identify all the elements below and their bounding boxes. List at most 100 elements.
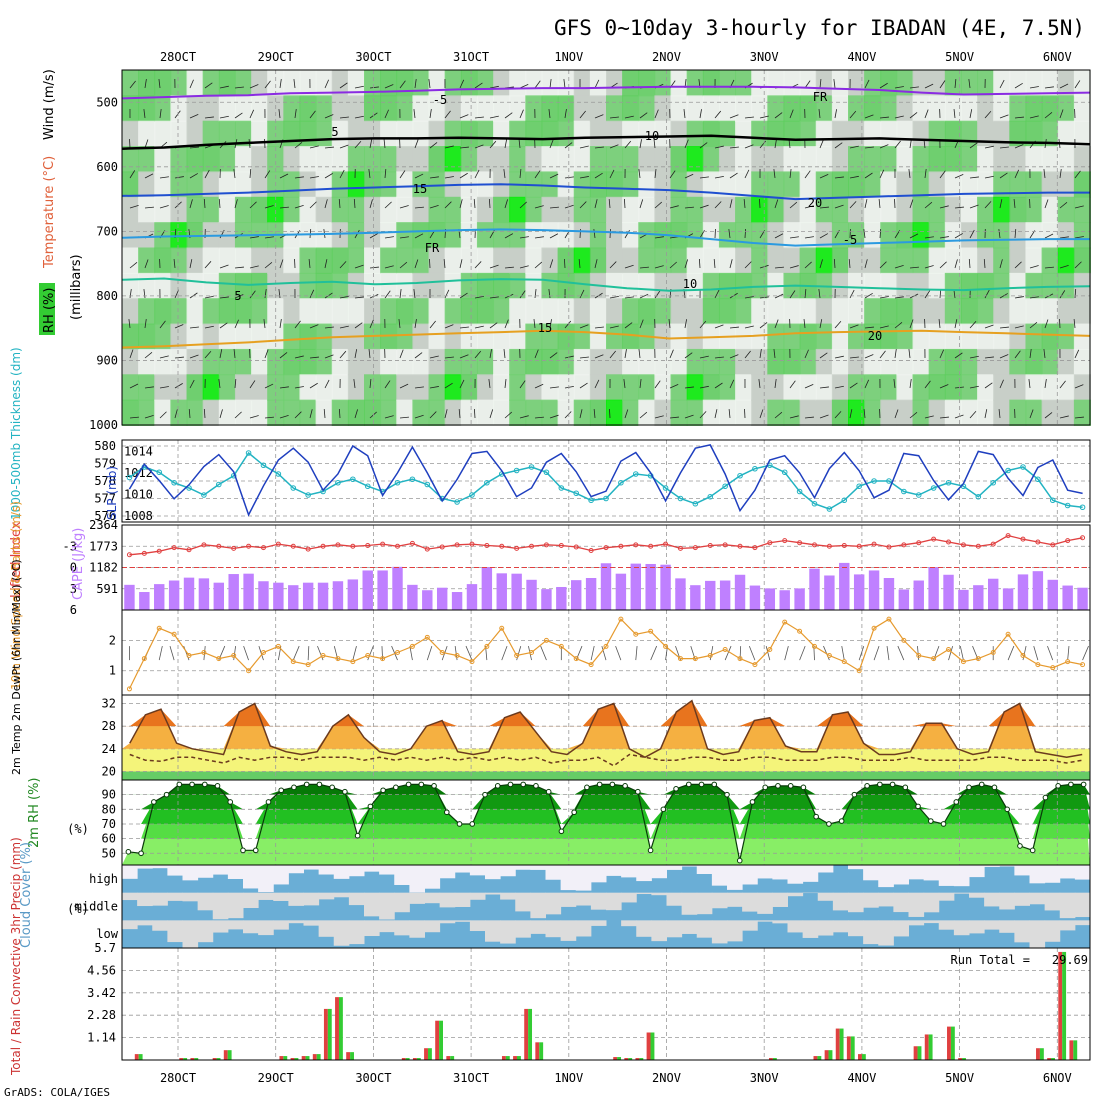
cape-bar <box>571 580 582 610</box>
rh-cell <box>283 323 301 350</box>
rh-cell <box>799 196 817 224</box>
wind-barb <box>144 319 147 329</box>
rh-cell <box>718 247 737 274</box>
rh-cell <box>896 348 914 376</box>
rh-cell <box>315 120 333 148</box>
rh-cell <box>686 222 704 249</box>
wind-barb <box>249 109 255 119</box>
bottom-date-label: 28OCT <box>160 1071 196 1085</box>
wind-barb <box>998 229 1001 239</box>
rh-cell <box>848 272 866 300</box>
rh-cell <box>751 298 769 325</box>
wind-barb <box>339 169 345 179</box>
wind-barb <box>833 79 836 89</box>
wind-barb <box>381 646 384 661</box>
cloud-clear-cell <box>424 892 441 904</box>
rh-cell <box>444 298 462 325</box>
cloud-clear-cell <box>772 892 788 907</box>
wind-barb <box>339 350 347 359</box>
wind-barb <box>458 409 461 419</box>
precip-convective-bar <box>1073 1040 1078 1060</box>
wind-barb <box>864 379 870 389</box>
top-date-label: 3NOV <box>750 50 779 64</box>
wind-barb <box>669 349 674 359</box>
precip-convective-bar <box>528 1008 533 1060</box>
rh-cell <box>896 247 914 274</box>
cloud-clear-cell <box>1014 865 1030 876</box>
cape-bar <box>898 589 910 610</box>
wind-barb <box>594 326 604 329</box>
wind-barb <box>339 144 349 149</box>
wind-barb <box>638 169 641 179</box>
rh-point <box>201 781 208 788</box>
wind-speed-point <box>692 656 698 662</box>
wind-barb <box>459 354 469 359</box>
wind-barb <box>549 233 559 239</box>
rh-cell <box>493 95 511 122</box>
rh-cell <box>944 323 962 350</box>
wind-barb <box>234 86 244 89</box>
rh-point <box>596 781 603 788</box>
wind-barb <box>938 319 941 329</box>
precip-convective-bar <box>639 1058 644 1060</box>
wind-speed-point <box>484 643 490 649</box>
wind-speed-point <box>1035 662 1041 668</box>
rh-cell <box>234 348 253 376</box>
rh-cell <box>525 70 543 97</box>
wind-barb <box>879 228 882 239</box>
wind-barb <box>189 326 199 329</box>
rh-cell <box>751 120 769 148</box>
cloud-clear-cell <box>908 892 925 917</box>
thickness-tick-label: 579 <box>94 457 116 471</box>
rh-point <box>393 784 399 791</box>
rh-cell <box>251 272 269 300</box>
wind-barb <box>1014 116 1024 119</box>
rh-cell <box>912 171 930 198</box>
rh-cell <box>702 399 720 426</box>
wind-tick-label: 2 <box>109 633 116 647</box>
rh-cell <box>1009 399 1027 426</box>
wind-barb <box>324 199 328 209</box>
wind-barb <box>939 80 946 89</box>
rh-cell <box>525 222 543 249</box>
cape-bar <box>1017 574 1029 610</box>
wind-barb <box>219 115 229 119</box>
wind-barb <box>804 349 809 359</box>
wind-barb <box>948 645 954 661</box>
rh-cell <box>347 374 365 401</box>
rh-cell <box>864 222 882 249</box>
wind-barb <box>354 322 363 329</box>
cloud-layer-label: middle <box>75 900 118 914</box>
rh-cell <box>880 222 898 249</box>
rh-point <box>507 781 514 788</box>
rh-cell <box>977 146 995 173</box>
rh-cell <box>315 171 333 198</box>
precip-convective-bar <box>817 1056 822 1060</box>
wind-barb <box>534 349 539 359</box>
lifted-index-point <box>350 543 356 549</box>
cape-bar <box>809 568 820 610</box>
rh-cell <box>783 348 801 376</box>
rh-cell <box>735 399 753 426</box>
wind-barb <box>519 201 527 209</box>
rh-cell <box>686 298 704 325</box>
wind-barb <box>249 265 259 269</box>
wind-barb <box>1059 290 1066 299</box>
thickness-tick-label: 580 <box>94 439 116 453</box>
pressure-tick-label: 800 <box>96 289 118 303</box>
thickness-point <box>275 471 282 477</box>
rh-cell <box>622 298 640 325</box>
thickness-label: 1000-500mb Thickness (dm) <box>9 347 23 520</box>
cloud-clear-cell <box>711 865 728 886</box>
cloud-clear-cell <box>575 892 592 906</box>
rh-cell <box>347 247 365 274</box>
rh-tick-label: 50 <box>102 846 116 860</box>
cape-bar <box>1002 588 1014 610</box>
cloud-clear-cell <box>197 920 214 943</box>
rh-cell <box>412 171 430 198</box>
precip-rain-bar <box>613 1057 618 1060</box>
rh-cell <box>993 348 1011 376</box>
rh-cell <box>299 95 317 122</box>
wind-barb <box>323 408 326 419</box>
wind-barb <box>729 114 739 119</box>
